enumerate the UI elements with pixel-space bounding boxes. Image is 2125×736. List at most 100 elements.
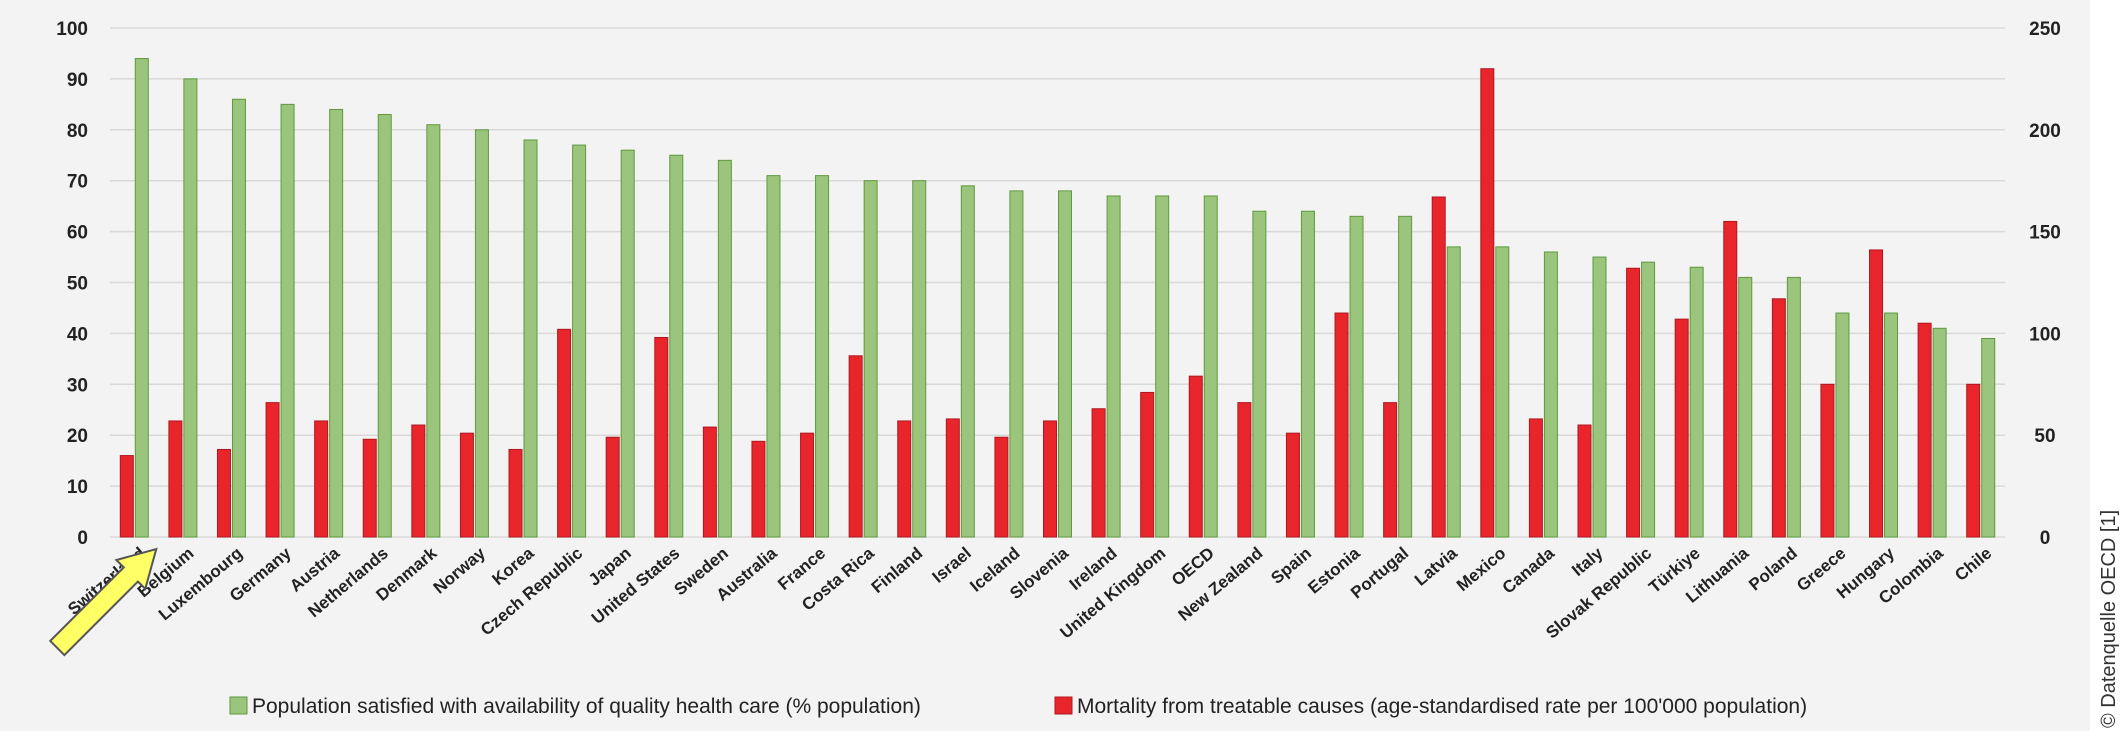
bar-satisfaction [1835,312,1850,538]
bar-mortality [1577,424,1592,538]
bar-mortality [557,328,572,538]
bar-mortality [1285,432,1300,538]
right-tick-label: 150 [2029,223,2061,244]
bar-satisfaction [1592,256,1607,538]
bar-mortality [1528,418,1543,538]
bar-mortality [1091,408,1106,538]
bar-satisfaction [1398,215,1413,538]
bar-mortality [168,420,183,538]
bar-satisfaction [1981,337,1996,538]
bar-satisfaction [1641,261,1656,538]
left-tick-label: 100 [56,19,88,40]
bar-mortality [1723,220,1738,538]
bar-satisfaction [912,180,927,538]
bar-mortality [751,440,766,538]
bar-satisfaction [1106,195,1121,538]
bar-mortality [362,438,377,538]
bar-satisfaction [1738,276,1753,538]
right-tick-label: 200 [2029,121,2061,142]
bar-mortality [1043,420,1057,538]
bar-satisfaction [1495,246,1510,538]
bar-mortality [1626,267,1641,538]
bar-satisfaction [1349,215,1364,538]
bar-satisfaction [1884,312,1899,538]
bar-satisfaction [426,124,441,538]
left-tick-label: 60 [67,223,88,244]
bar-mortality [654,336,669,538]
bar-satisfaction [231,98,246,538]
left-tick-label: 50 [67,274,88,295]
bar-mortality [1820,383,1835,538]
bar-satisfaction [1446,246,1461,538]
bar-mortality [459,432,474,538]
bar-mortality [848,355,863,538]
bar-satisfaction [1786,276,1801,538]
bar-satisfaction [1300,210,1315,538]
bar-mortality [1480,68,1495,538]
bar-mortality [265,402,280,538]
left-tick-label: 40 [67,324,88,345]
bar-satisfaction [1252,210,1267,538]
right-axis-ticks: 0 50 100 150 200 250 [2029,19,2061,549]
source-credit: © Datenquelle OECD [1] [2098,510,2120,728]
bar-mortality [119,455,134,538]
bar-mortality [411,424,426,538]
highlight-arrow [48,547,158,657]
legend-swatch-satisfaction [229,696,248,715]
bar-mortality [1383,402,1398,538]
bar-satisfaction [280,103,295,538]
bar-mortality [1917,322,1932,538]
bar-mortality [1869,249,1884,538]
bar-satisfaction [863,180,878,538]
right-tick-label: 0 [2040,528,2051,549]
bar-satisfaction [572,144,587,538]
left-tick-label: 30 [67,375,88,396]
left-tick-label: 20 [67,426,88,447]
bar-mortality [1674,318,1689,538]
left-tick-label: 70 [67,172,88,193]
bar-satisfaction [1009,190,1024,538]
bar-satisfaction [1543,251,1558,538]
legend-swatch-mortality [1054,696,1073,715]
bar-mortality [945,418,960,538]
bar-mortality [897,420,912,538]
legend: Population satisfied with availability o… [229,695,1807,718]
bar-satisfaction [960,185,975,538]
bar-satisfaction [523,139,538,538]
right-tick-label: 100 [2029,324,2061,345]
bar-mortality [314,420,329,538]
bar-mortality [994,436,1009,538]
bar-satisfaction [815,175,830,538]
highlight-arrow-shape [48,547,158,657]
bar-mortality [1771,298,1786,538]
right-tick-label: 250 [2029,19,2061,40]
bar-satisfaction [766,175,781,538]
bar-satisfaction [183,78,198,538]
bar-satisfaction [717,159,732,538]
bar-satisfaction [134,58,149,538]
bar-satisfaction [377,114,392,538]
bar-satisfaction [474,129,489,538]
left-tick-label: 90 [67,70,88,91]
bar-satisfaction [1932,327,1947,538]
legend-label-mortality: Mortality from treatable causes (age-sta… [1077,695,1807,718]
bar-satisfaction [620,149,635,538]
bar-satisfaction [1155,195,1170,538]
left-tick-label: 80 [67,121,88,142]
bar-satisfaction [329,108,344,538]
left-axis-ticks: 0 10 20 30 40 50 60 70 80 90 100 [56,19,88,549]
bar-satisfaction [1689,266,1704,538]
bar-mortality [1334,312,1349,538]
right-tick-label: 50 [2034,426,2055,447]
bar-mortality [702,426,717,538]
bar-mortality [1431,196,1446,538]
legend-label-satisfaction: Population satisfied with availability o… [252,695,921,718]
bar-satisfaction [669,154,684,538]
bar-mortality [605,436,620,538]
bar-satisfaction [1058,190,1072,538]
bar-mortality [1188,375,1203,538]
gridlines [110,27,2005,538]
bar-mortality [800,432,815,538]
